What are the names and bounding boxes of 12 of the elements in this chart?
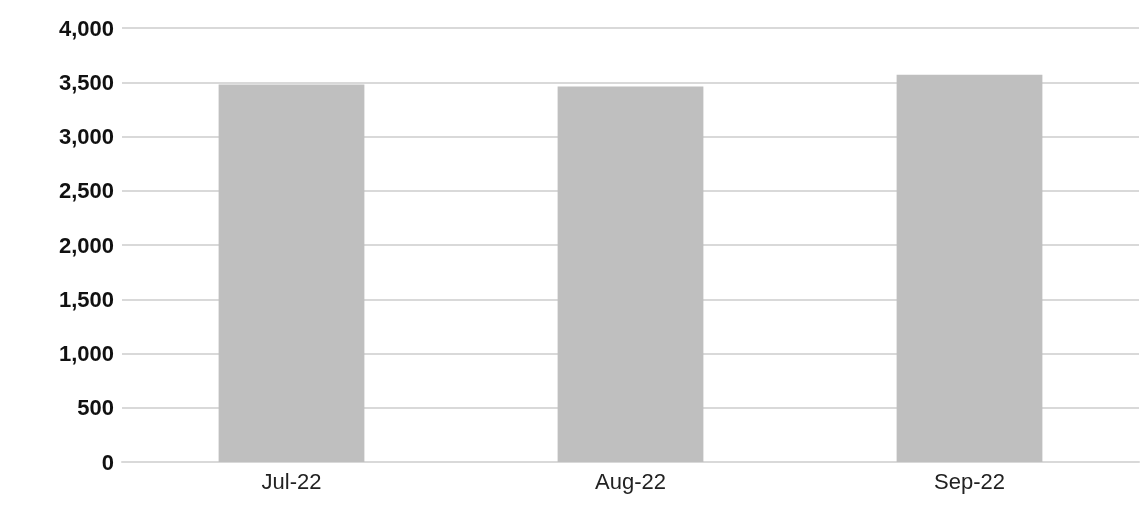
- y-tick-label: 1,500: [58, 286, 114, 312]
- y-tick-label: 1,000: [58, 341, 114, 366]
- x-tick-label: Sep-22: [934, 468, 1005, 494]
- y-tick-label: 4,000: [58, 15, 114, 41]
- y-tick-label: 3,000: [58, 124, 114, 149]
- y-tick-label: 3,500: [58, 69, 114, 95]
- y-tick-label: 500: [77, 395, 114, 421]
- y-tick-label: 2,000: [58, 232, 114, 258]
- x-tick-label: Jul-22: [261, 468, 322, 494]
- y-tick-label: 2,500: [58, 178, 114, 204]
- y-tick-label: 0: [101, 449, 114, 475]
- x-tick-label: Aug-22: [595, 468, 666, 494]
